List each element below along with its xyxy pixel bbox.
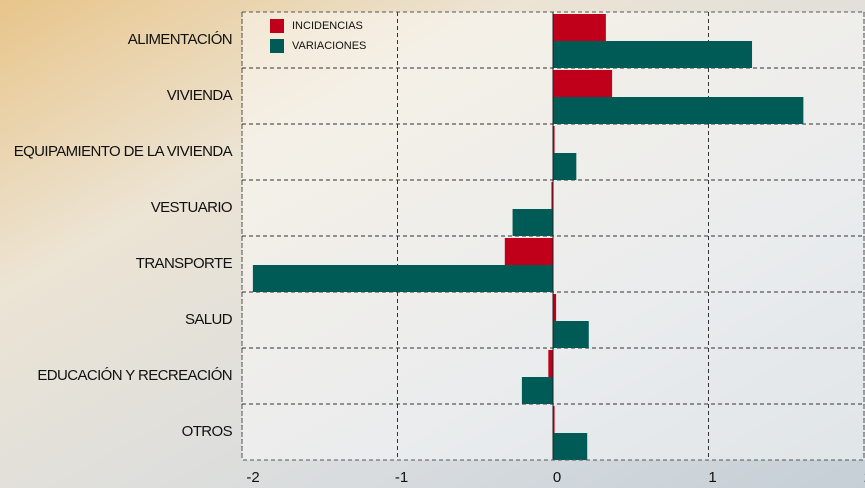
- category-label: VIVIENDA: [167, 87, 233, 104]
- category-label: EQUIPAMIENTO DE LA VIVIENDA: [14, 143, 233, 160]
- bar: [252, 265, 553, 292]
- bar: [553, 433, 588, 460]
- plot-border: [241, 11, 865, 461]
- x-tick-label: -2: [246, 469, 259, 486]
- bar: [553, 153, 577, 180]
- bar: [553, 406, 555, 433]
- bar: [553, 126, 555, 153]
- x-tick-label: -1: [395, 469, 408, 486]
- category-label: VESTUARIO: [151, 199, 232, 216]
- bar: [512, 209, 553, 236]
- bar: [553, 41, 753, 68]
- x-tick-label: 1: [708, 469, 716, 486]
- legend-swatch: [270, 39, 284, 53]
- bar: [548, 350, 553, 377]
- bar: [553, 14, 606, 41]
- bar: [553, 70, 613, 97]
- category-label: ALIMENTACIÓN: [128, 31, 232, 48]
- bar: [553, 294, 557, 321]
- legend-label: INCIDENCIAS: [292, 20, 363, 32]
- legend-label: VARIACIONES: [292, 40, 366, 52]
- category-label: SALUD: [185, 311, 233, 328]
- category-label: EDUCACIÓN Y RECREACIÓN: [37, 367, 232, 384]
- x-tick-label: 2: [864, 469, 865, 486]
- bar: [551, 182, 553, 209]
- legend-swatch: [270, 19, 284, 33]
- x-tick-label: 0: [553, 469, 561, 486]
- bar: [553, 97, 804, 124]
- bar: [521, 377, 553, 404]
- category-label: TRANSPORTE: [136, 255, 233, 272]
- category-label: OTROS: [182, 423, 233, 440]
- bar: [504, 238, 553, 265]
- bar: [553, 321, 589, 348]
